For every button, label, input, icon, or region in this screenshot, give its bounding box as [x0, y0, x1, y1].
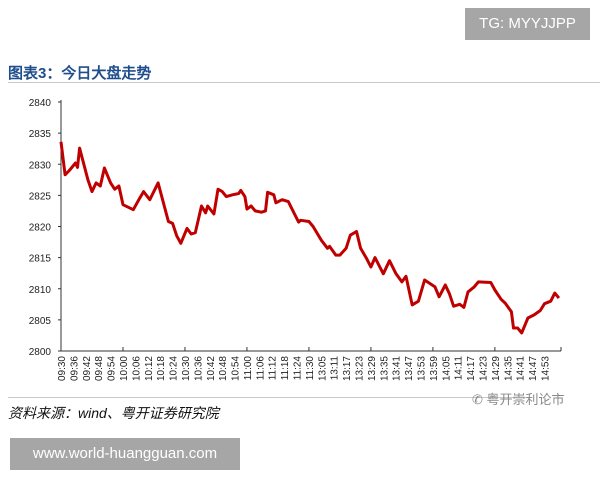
y-tick-label: 2805 [29, 316, 52, 327]
x-tick-label: 13:11 [330, 356, 341, 381]
footer-divider [8, 397, 528, 398]
wechat-icon: ✆ [472, 392, 487, 407]
y-tick-label: 2820 [29, 223, 52, 234]
x-tick-label: 11:06 [255, 356, 266, 381]
y-tick-label: 2835 [29, 129, 52, 140]
x-tick-label: 10:06 [131, 356, 142, 381]
x-tick-label: 11:12 [268, 356, 279, 381]
x-tick-label: 14:53 [540, 356, 551, 381]
line-chart: 2800 2805 2810 2815 2820 2825 2830 2835 2840 09:3… [29, 98, 562, 381]
x-tick-label: 10:54 [231, 356, 242, 381]
x-tick-label: 13:41 [392, 356, 403, 381]
x-tick-label: 13:29 [367, 356, 378, 381]
index-line [59, 141, 561, 335]
x-tick-label: 13:35 [379, 356, 390, 381]
x-tick-label: 10:36 [193, 356, 204, 381]
url-badge: www.world-huangguan.com [10, 438, 240, 470]
x-tick-label: 10:48 [218, 356, 229, 381]
x-tick-label: 14:47 [528, 356, 539, 381]
x-tick-label: 13:23 [355, 356, 366, 381]
title-divider [8, 82, 600, 83]
x-tick-label: 11:00 [243, 356, 254, 381]
y-tick-label: 2810 [29, 285, 52, 296]
x-tick-label: 14:29 [491, 356, 502, 381]
x-tick-label: 09:54 [107, 356, 118, 381]
x-tick-label: 13:59 [429, 356, 440, 381]
tg-badge: TG: MYYJJPP [465, 8, 590, 40]
y-tick-label: 2800 [29, 347, 52, 358]
x-tick-label: 11:24 [293, 356, 304, 381]
x-tick-label: 09:48 [94, 356, 105, 381]
x-tick-label: 10:12 [144, 356, 155, 381]
x-tick-label: 13:17 [342, 356, 353, 381]
x-tick-label: 10:18 [156, 356, 167, 381]
x-tick-label: 11:18 [280, 356, 291, 381]
x-tick-label: 09:36 [69, 356, 80, 381]
watermark-text: 粤开崇利论市 [486, 392, 565, 407]
x-tick-label: 14:11 [454, 356, 465, 381]
x-tick-label: 14:23 [478, 356, 489, 381]
x-tick-label: 14:41 [516, 356, 527, 381]
x-tick-label: 13:47 [404, 356, 415, 381]
x-tick-label: 10:30 [181, 356, 192, 381]
x-tick-label: 13:05 [317, 356, 328, 381]
x-tick-label: 13:53 [417, 356, 428, 381]
y-tick-label: 2830 [29, 160, 52, 171]
x-tick-label: 10:24 [169, 356, 180, 381]
x-tick-label: 14:35 [503, 356, 514, 381]
x-tick-label: 14:17 [466, 356, 477, 381]
source-note: 资料来源：wind、粤开证券研究院 [8, 405, 219, 421]
x-tick-label: 10:00 [119, 356, 130, 381]
x-tick-label: 09:30 [57, 356, 68, 381]
y-tick-label: 2815 [29, 254, 52, 265]
y-tick-label: 2840 [29, 98, 52, 109]
x-tick-label: 14:05 [441, 356, 452, 381]
y-tick-label: 2825 [29, 191, 52, 202]
x-tick-label: 10:42 [206, 356, 217, 381]
watermark: ✆ 粤开崇利论市 [472, 389, 565, 408]
x-tick-label: 09:42 [82, 356, 93, 381]
chart-title: 图表3：今日大盘走势 [8, 65, 152, 82]
x-tick-label: 11:30 [305, 356, 316, 381]
